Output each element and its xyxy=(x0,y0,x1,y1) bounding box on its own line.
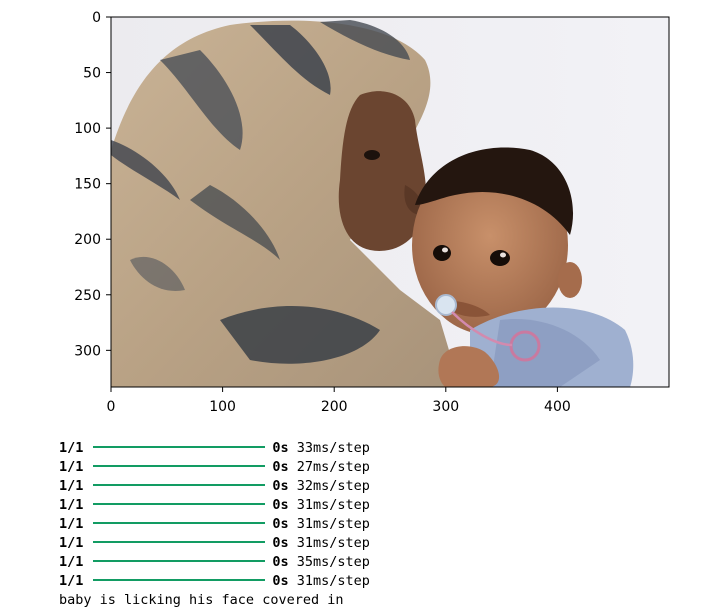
log-line: 1/1 0s 31ms/step xyxy=(59,496,370,515)
log-duration: 0s xyxy=(272,554,289,570)
log-duration: 0s xyxy=(272,573,289,589)
x-tick-label: 100 xyxy=(209,399,236,415)
log-rate: 31ms/step xyxy=(288,573,370,589)
log-duration: 0s xyxy=(272,459,289,475)
y-tick-label: 50 xyxy=(83,66,101,82)
log-steps: 1/1 xyxy=(59,459,84,475)
log-steps: 1/1 xyxy=(59,478,84,494)
log-rate: 35ms/step xyxy=(288,554,370,570)
log-duration: 0s xyxy=(272,440,289,456)
log-steps: 1/1 xyxy=(59,554,84,570)
caption-text: baby is licking his face covered in xyxy=(59,592,344,608)
log-line: 1/1 0s 35ms/step xyxy=(59,553,370,572)
log-steps: 1/1 xyxy=(59,573,84,589)
progress-bar xyxy=(93,560,266,562)
y-tick-label: 300 xyxy=(74,343,101,359)
log-rate: 31ms/step xyxy=(288,535,370,551)
log-rate: 32ms/step xyxy=(288,478,370,494)
x-tick-label: 0 xyxy=(107,399,116,415)
log-duration: 0s xyxy=(272,535,289,551)
training-log: 1/1 0s 33ms/step 1/1 0s 27ms/step 1/1 0s 32ms… xyxy=(59,439,370,610)
log-rate: 31ms/step xyxy=(288,497,370,513)
log-steps: 1/1 xyxy=(59,535,84,551)
log-line: 1/1 0s 31ms/step xyxy=(59,572,370,591)
log-steps: 1/1 xyxy=(59,440,84,456)
progress-bar xyxy=(93,541,266,543)
log-rate: 33ms/step xyxy=(288,440,370,456)
log-line: 1/1 0s 31ms/step xyxy=(59,534,370,553)
y-axis: 0 50 100 150 200 250 300 xyxy=(74,10,111,359)
progress-bar xyxy=(93,484,266,486)
log-duration: 0s xyxy=(272,497,289,513)
x-tick-label: 400 xyxy=(544,399,571,415)
log-line: 1/1 0s 27ms/step xyxy=(59,458,370,477)
log-steps: 1/1 xyxy=(59,497,84,513)
log-duration: 0s xyxy=(272,516,289,532)
log-line: 1/1 0s 33ms/step xyxy=(59,439,370,458)
log-steps: 1/1 xyxy=(59,516,84,532)
y-tick-label: 200 xyxy=(74,232,101,248)
image-plot: 0 50 100 150 200 250 300 0 100 200 300 400 xyxy=(74,10,670,415)
x-axis: 0 100 200 300 400 xyxy=(107,387,571,415)
progress-bar xyxy=(93,446,266,448)
log-line: 1/1 0s 31ms/step xyxy=(59,515,370,534)
log-rate: 27ms/step xyxy=(288,459,370,475)
log-rate: 31ms/step xyxy=(288,516,370,532)
x-tick-label: 200 xyxy=(321,399,348,415)
y-tick-label: 250 xyxy=(74,288,101,304)
mother-and-baby-photo xyxy=(111,17,669,387)
log-duration: 0s xyxy=(272,478,289,494)
progress-bar xyxy=(93,465,266,467)
progress-bar xyxy=(93,579,266,581)
y-tick-label: 0 xyxy=(92,10,101,26)
plot-frame xyxy=(110,16,670,388)
x-tick-label: 300 xyxy=(432,399,459,415)
y-tick-label: 100 xyxy=(74,121,101,137)
y-tick-label: 150 xyxy=(74,177,101,193)
log-line: 1/1 0s 32ms/step xyxy=(59,477,370,496)
progress-bar xyxy=(93,503,266,505)
progress-bar xyxy=(93,522,266,524)
